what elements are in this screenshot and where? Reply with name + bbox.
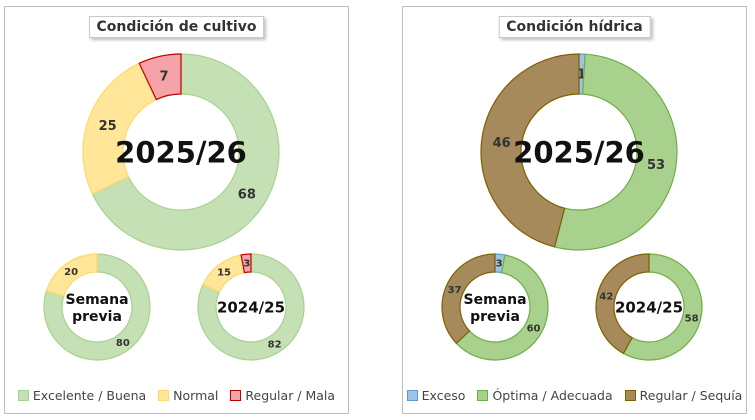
donut-semana-previa-center-label-line-2: previa — [72, 309, 122, 325]
donut-2024-25-value-normal: 15 — [217, 268, 231, 279]
donut-2025-26-slice-regular-sequia — [480, 53, 580, 248]
donut-2025-26-value-regular-sequia: 46 — [493, 136, 511, 151]
donut-2025-26-value-normal: 25 — [99, 119, 117, 134]
legend-item-regular-mala: Regular / Mala — [230, 388, 335, 403]
legend-label-regular-mala: Regular / Mala — [245, 388, 336, 403]
donut-2025-26-center-label: 2025/26 — [115, 135, 247, 169]
crop-condition-title: Condición de cultivo — [88, 16, 265, 38]
legend-label-optima-adecuada: Óptima / Adecuada — [492, 388, 613, 403]
donut-2024-25-center-label: 2024/25 — [217, 298, 285, 316]
donut-semana-previa-slice-excelente-buena — [43, 253, 151, 361]
donut-2025-26-value-excelente-buena: 68 — [238, 187, 256, 202]
donut-semana-previa-value-excelente-buena: 80 — [116, 338, 130, 349]
donut-semana-previa-center-label-line-1: Semana — [463, 292, 526, 308]
donut-semana-previa-slice-regular-sequia — [441, 253, 496, 345]
donut-2024-25-slice-regular-mala — [240, 253, 252, 274]
crop-condition-legend: Excelente / Buena Normal Regular / Mala — [5, 388, 348, 403]
legend-swatch-regular-mala — [230, 390, 242, 401]
donut-semana-previa-slice-optima-adecuada — [455, 254, 549, 361]
legend-swatch-optima-adecuada — [477, 390, 489, 401]
water-condition-panel: 1 53 46 2025/26 3 60 37 Semana previa 58 42 2024/25… — [402, 6, 747, 414]
donut-2024-25-value-excelente-buena: 82 — [268, 340, 282, 351]
donut-2024-25-slice-excelente-buena — [197, 253, 305, 361]
donut-semana-previa-value-normal: 20 — [64, 267, 78, 278]
donut-2024-25-value-regular-mala: 3 — [243, 259, 250, 270]
donut-semana-previa-center-label-line-1: Semana — [65, 292, 128, 308]
water-condition-legend: Exceso Óptima / Adecuada Regular / Sequí… — [403, 388, 746, 403]
legend-item-excelente-buena: Excelente / Buena — [17, 388, 147, 403]
legend-label-excelente-buena: Excelente / Buena — [32, 388, 147, 403]
legend-item-regular-sequia: Regular / Sequía — [624, 388, 743, 403]
donut-2025-26-center-label: 2025/26 — [513, 135, 645, 169]
donut-2024-25-value-optima-adecuada: 58 — [685, 313, 699, 324]
donut-semana-previa-slice-normal — [45, 253, 98, 297]
donut-2025-26-slice-optima-adecuada — [553, 53, 678, 251]
legend-item-exceso: Exceso — [406, 388, 466, 403]
donut-2024-25-slice-optima-adecuada — [622, 253, 703, 361]
water-condition-title: Condición hídrica — [498, 16, 651, 38]
donut-2025-26-slice-normal — [82, 62, 158, 195]
legend-label-normal: Normal — [173, 388, 219, 403]
legend-item-optima-adecuada: Óptima / Adecuada — [477, 388, 613, 403]
donut-semana-previa-value-exceso: 3 — [496, 259, 503, 270]
crop-condition-panel: 68 25 7 2025/26 80 20 Semana previa 82 15 3 2024/25… — [4, 6, 349, 414]
donut-semana-previa-value-optima-adecuada: 60 — [527, 324, 541, 335]
donut-semana-previa-value-regular-sequia: 37 — [448, 285, 462, 296]
donut-2025-26-slice-excelente-buena — [91, 53, 280, 251]
donut-2025-26-value-exceso: 1 — [577, 68, 586, 83]
donut-2024-25-center-label: 2024/25 — [615, 298, 683, 316]
donut-2024-25-value-regular-sequia: 42 — [599, 292, 613, 303]
donut-semana-previa-center-label-line-2: previa — [470, 309, 520, 325]
legend-label-exceso: Exceso — [421, 388, 466, 403]
donut-2025-26-value-optima-adecuada: 53 — [647, 158, 665, 173]
donut-2025-26-slice-regular-mala — [138, 53, 182, 101]
legend-swatch-regular-sequia — [624, 390, 636, 401]
legend-item-normal: Normal — [158, 388, 218, 403]
donut-2025-26-value-regular-mala: 7 — [159, 69, 168, 84]
legend-swatch-exceso — [406, 390, 418, 401]
legend-swatch-excelente-buena — [17, 390, 29, 401]
legend-swatch-normal — [158, 390, 170, 401]
donut-2024-25-slice-regular-sequia — [595, 253, 650, 355]
legend-label-regular-sequia: Regular / Sequía — [639, 388, 743, 403]
